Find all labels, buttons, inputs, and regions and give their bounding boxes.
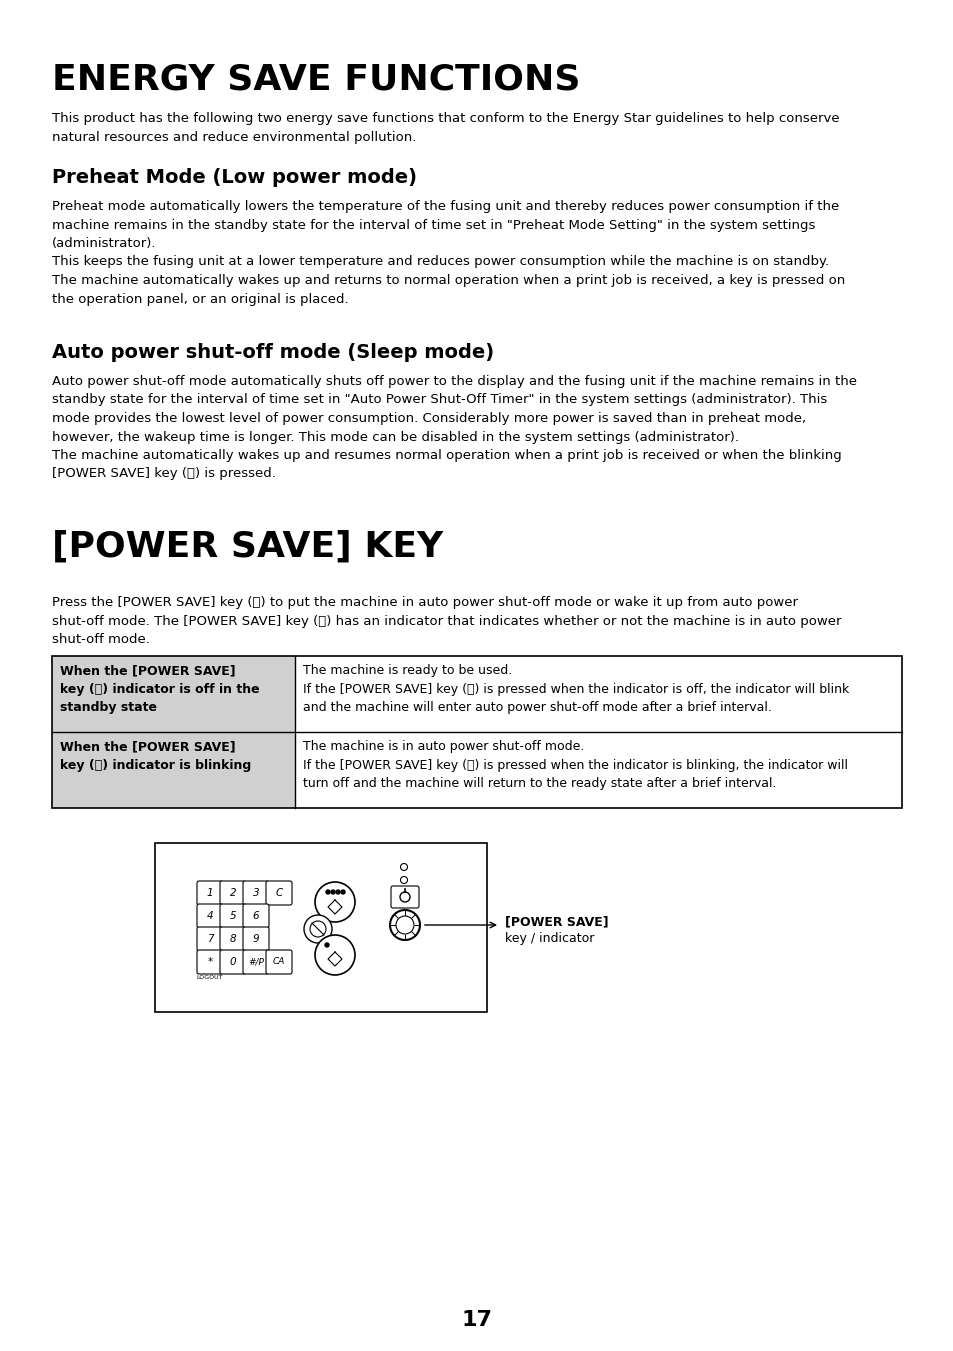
Text: 7: 7: [207, 934, 213, 944]
Text: 4: 4: [207, 911, 213, 921]
Text: C: C: [275, 888, 282, 898]
FancyBboxPatch shape: [243, 950, 269, 974]
Circle shape: [314, 935, 355, 975]
Text: [POWER SAVE]: [POWER SAVE]: [504, 915, 608, 928]
FancyBboxPatch shape: [391, 886, 418, 908]
Text: The machine is ready to be used.
If the [POWER SAVE] key (Ⓢ) is pressed when the: The machine is ready to be used. If the …: [303, 663, 848, 713]
FancyBboxPatch shape: [266, 950, 292, 974]
Circle shape: [400, 877, 407, 884]
FancyBboxPatch shape: [266, 881, 292, 905]
Circle shape: [314, 882, 355, 921]
Bar: [52, 657, 901, 808]
Text: 17: 17: [461, 1310, 492, 1329]
Text: Preheat mode automatically lowers the temperature of the fusing unit and thereby: Preheat mode automatically lowers the te…: [52, 200, 844, 305]
Circle shape: [400, 863, 407, 870]
Text: Preheat Mode (Low power mode): Preheat Mode (Low power mode): [52, 168, 416, 186]
FancyBboxPatch shape: [196, 904, 223, 928]
Circle shape: [340, 890, 345, 894]
Bar: [52, 732, 294, 808]
Text: LOGOUT: LOGOUT: [196, 975, 223, 979]
Circle shape: [325, 943, 329, 947]
Text: This product has the following two energy save functions that conform to the Ene: This product has the following two energ…: [52, 112, 839, 143]
Text: 5: 5: [230, 911, 236, 921]
Text: Auto power shut-off mode automatically shuts off power to the display and the fu: Auto power shut-off mode automatically s…: [52, 376, 856, 481]
Circle shape: [335, 890, 339, 894]
FancyBboxPatch shape: [243, 904, 269, 928]
Text: 1: 1: [207, 888, 213, 898]
Circle shape: [326, 890, 330, 894]
Text: #/P: #/P: [248, 958, 264, 966]
FancyBboxPatch shape: [243, 881, 269, 905]
FancyBboxPatch shape: [220, 904, 246, 928]
FancyBboxPatch shape: [196, 927, 223, 951]
Text: Auto power shut-off mode (Sleep mode): Auto power shut-off mode (Sleep mode): [52, 343, 494, 362]
FancyBboxPatch shape: [220, 881, 246, 905]
Text: 9: 9: [253, 934, 259, 944]
Circle shape: [331, 890, 335, 894]
Text: ENERGY SAVE FUNCTIONS: ENERGY SAVE FUNCTIONS: [52, 62, 579, 96]
Text: When the [POWER SAVE]
key (Ⓢ) indicator is off in the
standby state: When the [POWER SAVE] key (Ⓢ) indicator …: [60, 663, 259, 713]
Text: 2: 2: [230, 888, 236, 898]
Circle shape: [395, 916, 414, 934]
Text: 3: 3: [253, 888, 259, 898]
Text: key / indicator: key / indicator: [504, 932, 594, 944]
FancyBboxPatch shape: [196, 950, 223, 974]
Text: CA: CA: [273, 958, 285, 966]
Bar: [154, 843, 486, 1012]
FancyBboxPatch shape: [243, 927, 269, 951]
Text: *: *: [207, 957, 213, 967]
FancyBboxPatch shape: [220, 927, 246, 951]
Circle shape: [304, 915, 332, 943]
Text: When the [POWER SAVE]
key (Ⓢ) indicator is blinking: When the [POWER SAVE] key (Ⓢ) indicator …: [60, 740, 251, 771]
Bar: [52, 657, 294, 732]
Text: 6: 6: [253, 911, 259, 921]
FancyBboxPatch shape: [196, 881, 223, 905]
Text: [POWER SAVE] KEY: [POWER SAVE] KEY: [52, 530, 442, 563]
Text: 0: 0: [230, 957, 236, 967]
Circle shape: [390, 911, 419, 940]
Text: Press the [POWER SAVE] key (Ⓢ) to put the machine in auto power shut-off mode or: Press the [POWER SAVE] key (Ⓢ) to put th…: [52, 596, 841, 646]
Text: The machine is in auto power shut-off mode.
If the [POWER SAVE] key (Ⓢ) is press: The machine is in auto power shut-off mo…: [303, 740, 847, 790]
Text: 8: 8: [230, 934, 236, 944]
FancyBboxPatch shape: [220, 950, 246, 974]
